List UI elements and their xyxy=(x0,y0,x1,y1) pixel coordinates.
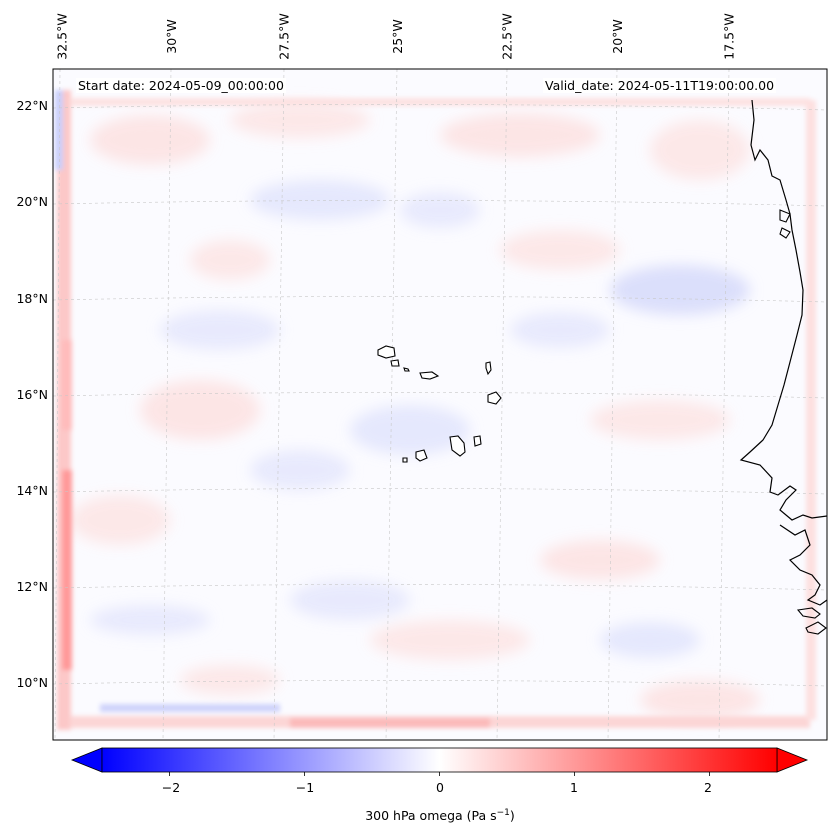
valid-date-label: Valid_date: 2024-05-11T19:00:00.00 xyxy=(543,78,777,93)
colorbar-extend-min xyxy=(70,747,103,773)
lat-label-16n: 16°N xyxy=(16,387,48,402)
lat-label-12n: 12°N xyxy=(16,579,48,594)
colorbar-label: 300 hPa omega (Pa s−1) xyxy=(365,808,515,824)
start-date-label: Start date: 2024-05-09_00:00:00 xyxy=(76,78,286,93)
lat-label-18n: 18°N xyxy=(16,291,48,306)
lat-label-10n: 10°N xyxy=(16,675,48,690)
lat-label-20n: 20°N xyxy=(16,194,48,209)
colorbar-gradient xyxy=(101,747,778,773)
lat-label-14n: 14°N xyxy=(16,483,48,498)
cape-verde-islands xyxy=(377,345,502,463)
colorbar-tick-label: 0 xyxy=(436,780,444,795)
colorbar-tick-label: 2 xyxy=(704,780,712,795)
lat-label-22n: 22°N xyxy=(16,98,48,113)
colorbar-tick-label: −2 xyxy=(161,780,181,795)
colorbar-tick-label: 1 xyxy=(570,780,578,795)
africa-coastline xyxy=(739,99,827,521)
colorbar-extend-max xyxy=(776,747,809,773)
colorbar xyxy=(70,747,809,776)
omega-field xyxy=(53,69,827,740)
colorbar-tick-label: −1 xyxy=(295,780,315,795)
